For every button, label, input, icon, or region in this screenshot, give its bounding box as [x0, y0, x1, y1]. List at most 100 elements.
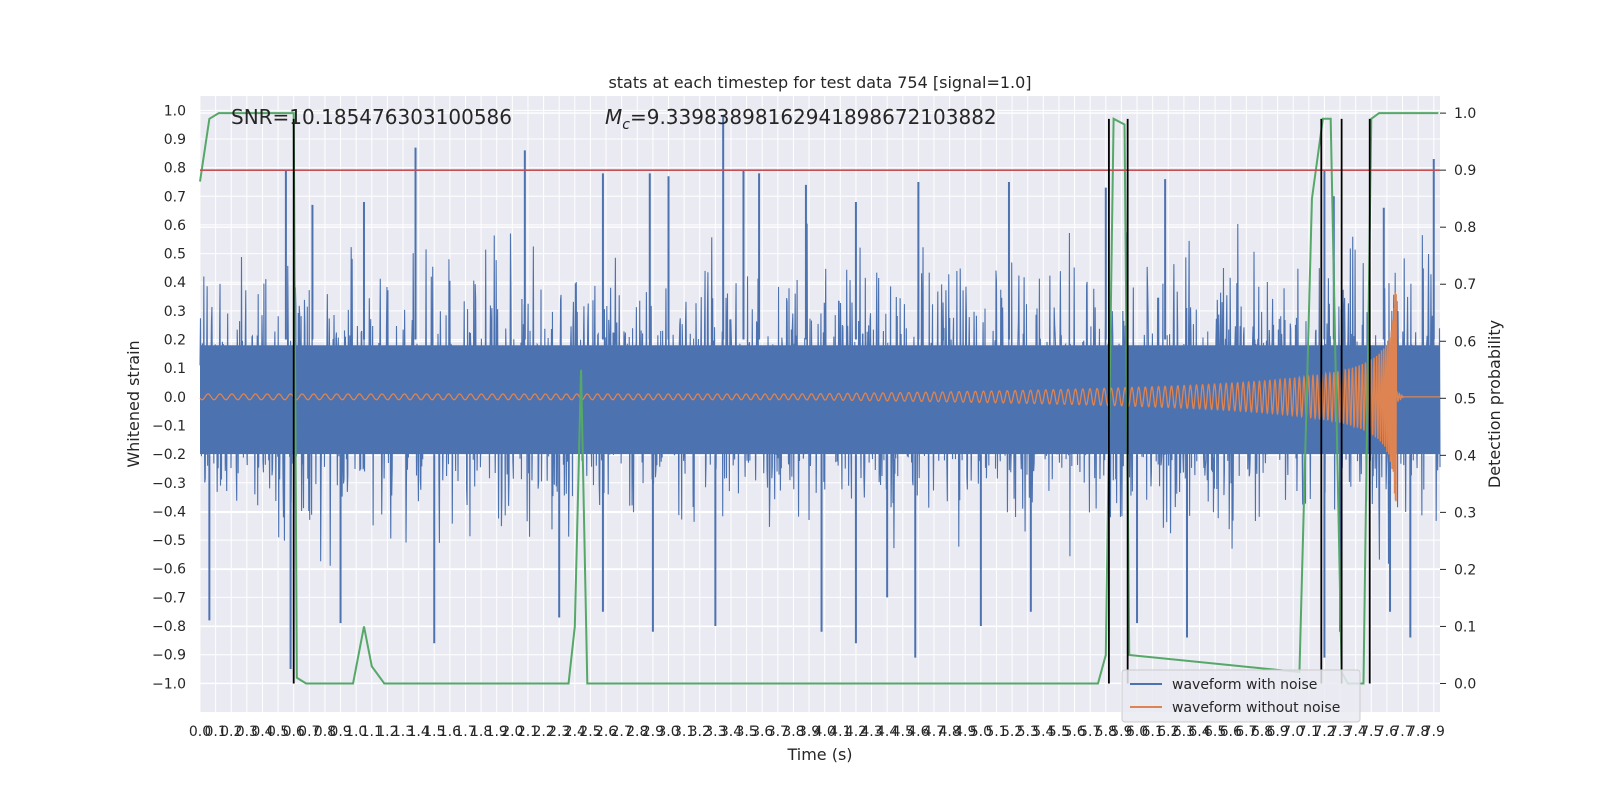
x-tick-label: 7.1 [1298, 724, 1320, 740]
y2-tick-label: 0.3 [1454, 505, 1476, 521]
x-tick-label: 5.4 [1032, 724, 1054, 740]
x-tick-label: 2.6 [595, 724, 617, 740]
x-tick-label: 3.6 [751, 724, 773, 740]
noise-dense-band [200, 345, 1440, 455]
x-tick-label: 2.4 [564, 724, 586, 740]
x-tick-label: 3.2 [689, 724, 711, 740]
y-tick-label: −0.9 [152, 648, 186, 664]
x-tick-label: 1.8 [470, 724, 492, 740]
x-tick-label: 3.3 [704, 724, 726, 740]
x-tick-label: 6.0 [1126, 724, 1148, 740]
chart-title: stats at each timestep for test data 754… [608, 73, 1031, 92]
x-tick-label: 5.8 [1095, 724, 1117, 740]
y-tick-label: −0.5 [152, 533, 186, 549]
x-tick-label: 7.3 [1329, 724, 1351, 740]
y-tick-label: 0.3 [164, 304, 186, 320]
y2-tick-label: 0.2 [1454, 562, 1476, 578]
x-tick-label: 1.5 [423, 724, 445, 740]
y2-tick-label: 0.5 [1454, 391, 1476, 407]
x-tick-label: 2.8 [626, 724, 648, 740]
x-tick-label: 5.5 [1048, 724, 1070, 740]
y-tick-label: −0.2 [152, 447, 186, 463]
x-tick-label: 0.8 [314, 724, 336, 740]
x-tick-label: 0.6 [283, 724, 305, 740]
y-axis-label: Whitened strain [124, 340, 143, 467]
x-tick-labels: 0.00.10.20.30.40.50.60.70.80.91.01.11.21… [189, 724, 1445, 740]
x-tick-label: 6.5 [1204, 724, 1226, 740]
x-tick-label: 2.1 [517, 724, 539, 740]
y-tick-label: 0.0 [164, 390, 186, 406]
x-tick-label: 3.0 [657, 724, 679, 740]
y-tick-labels: 1.0 0.9 0.8 0.7 0.6 0.5 0.4 0.3 0.2 0.1 0.0 −0.1 −0.… [152, 103, 186, 692]
y-tick-label: 0.2 [164, 333, 186, 349]
x-tick-label: 5.2 [1001, 724, 1023, 740]
x-tick-label: 4.7 [923, 724, 945, 740]
x-tick-label: 2.5 [579, 724, 601, 740]
x-tick-label: 5.1 [985, 724, 1007, 740]
x-tick-label: 7.9 [1423, 724, 1445, 740]
x-tick-label: 3.9 [798, 724, 820, 740]
x-tick-label: 0.5 [267, 724, 289, 740]
x-tick-label: 4.0 [814, 724, 836, 740]
y-tick-label: −0.6 [152, 562, 186, 578]
x-tick-label: 7.2 [1313, 724, 1335, 740]
x-tick-label: 3.1 [673, 724, 695, 740]
legend: waveform with noise waveform without noi… [1121, 669, 1361, 723]
x-tick-label: 4.9 [954, 724, 976, 740]
x-tick-label: 4.2 [845, 724, 867, 740]
x-tick-label: 2.0 [501, 724, 523, 740]
x-tick-label: 2.9 [642, 724, 664, 740]
x-tick-label: 2.7 [611, 724, 633, 740]
x-tick-label: 3.5 [735, 724, 757, 740]
x-tick-label: 4.8 [938, 724, 960, 740]
x-tick-label: 4.6 [907, 724, 929, 740]
y-tick-label: 0.6 [164, 218, 186, 234]
x-tick-label: 5.7 [1079, 724, 1101, 740]
chirp-mass-annotation: Mc=9.33983898162941898672103882 [605, 105, 997, 133]
x-tick-label: 3.4 [720, 724, 742, 740]
y-tick-label: −0.1 [152, 418, 186, 434]
x-axis-label: Time (s) [786, 745, 852, 764]
x-tick-label: 4.5 [892, 724, 914, 740]
y-tick-label: 0.7 [164, 189, 186, 205]
x-tick-label: 0.2 [220, 724, 242, 740]
clean-waveform-path [199, 292, 1440, 502]
x-tick-label: 1.6 [439, 724, 461, 740]
y-tick-label: −0.8 [152, 619, 186, 635]
y2-tick-label: 0.7 [1454, 277, 1476, 293]
y-tick-label: 0.5 [164, 247, 186, 263]
y2-tick-labels: 1.0 0.9 0.8 0.7 0.6 0.5 0.4 0.3 0.2 0.1 0.0 [1440, 106, 1476, 692]
waveform-without-noise-series [199, 292, 1440, 502]
x-tick-label: 7.6 [1376, 724, 1398, 740]
y-tick-label: 0.8 [164, 161, 186, 177]
y2-axis-label: Detection probability [1485, 320, 1504, 488]
x-tick-label: 5.6 [1063, 724, 1085, 740]
y-tick-label: 0.9 [164, 132, 186, 148]
x-tick-label: 0.3 [236, 724, 258, 740]
x-tick-label: 6.7 [1235, 724, 1257, 740]
x-tick-label: 7.7 [1391, 724, 1413, 740]
y2-tick-label: 0.6 [1454, 334, 1476, 350]
x-tick-label: 7.0 [1282, 724, 1304, 740]
y-tick-label: −0.3 [152, 476, 186, 492]
x-tick-label: 1.3 [392, 724, 414, 740]
x-tick-label: 6.6 [1220, 724, 1242, 740]
x-tick-label: 4.4 [876, 724, 898, 740]
x-tick-label: 2.2 [532, 724, 554, 740]
x-tick-label: 1.7 [454, 724, 476, 740]
y-tick-label: 0.1 [164, 361, 186, 377]
x-tick-label: 6.4 [1188, 724, 1210, 740]
legend-label-noise: waveform with noise [1172, 677, 1317, 693]
x-tick-label: 7.8 [1407, 724, 1429, 740]
y-tick-label: −0.4 [152, 504, 186, 520]
x-tick-label: 6.8 [1251, 724, 1273, 740]
x-tick-label: 1.9 [486, 724, 508, 740]
x-tick-label: 0.4 [251, 724, 273, 740]
x-tick-label: 1.1 [361, 724, 383, 740]
snr-annotation: SNR=10.185476303100586 [231, 105, 512, 129]
x-tick-label: 4.1 [829, 724, 851, 740]
x-tick-label: 0.1 [204, 724, 226, 740]
y2-tick-label: 0.1 [1454, 619, 1476, 635]
x-tick-label: 2.3 [548, 724, 570, 740]
